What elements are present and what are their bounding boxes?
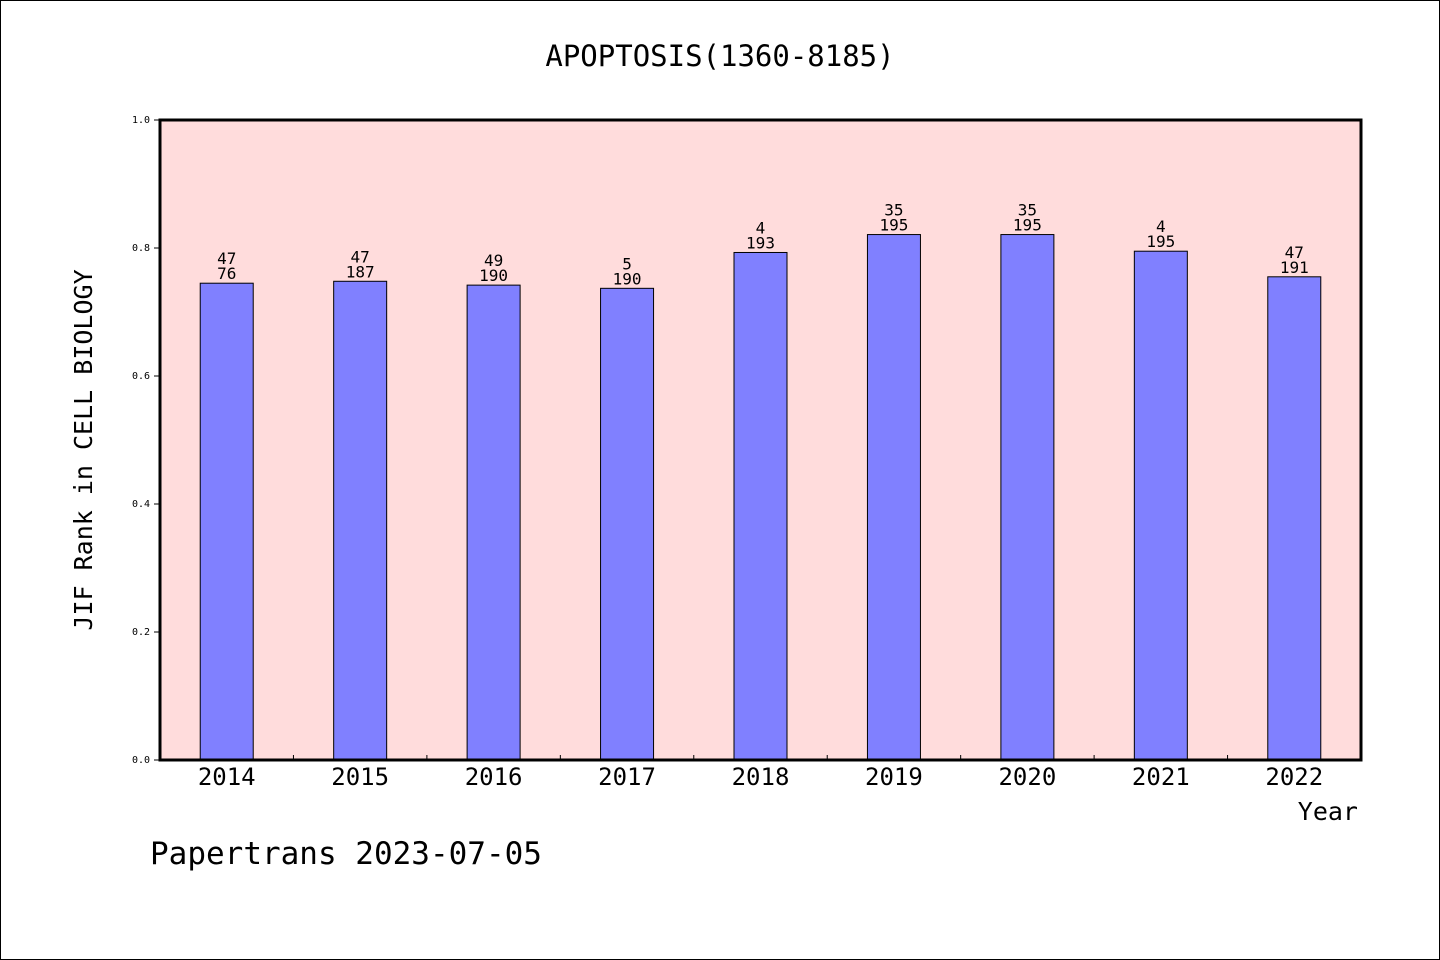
bar-label-bottom-2021: 195	[1146, 232, 1175, 251]
chart-title: APOPTOSIS(1360-8185)	[545, 39, 894, 73]
x-tick-label-2017: 2017	[598, 763, 656, 791]
bar-label-top-2020: 35	[1018, 201, 1037, 220]
x-tick-label-2021: 2021	[1132, 763, 1190, 791]
bar-label-bottom-2016: 190	[479, 266, 508, 285]
bar-label-bottom-2018: 193	[746, 233, 775, 252]
bar-label-top-2021: 4	[1156, 217, 1166, 236]
bar-label-bottom-2022: 191	[1280, 258, 1309, 277]
bar-label-bottom-2019: 195	[879, 216, 908, 235]
x-tick-label-2015: 2015	[331, 763, 389, 791]
bar-label-bottom-2015: 187	[346, 262, 375, 281]
bar-2020	[1000, 234, 1055, 761]
bar-label-top-2015: 47	[351, 247, 370, 266]
y-tick-label-0.2: 0.2	[132, 627, 150, 638]
footer-credit: Papertrans 2023-07-05	[150, 836, 542, 872]
bar-2019	[866, 234, 921, 761]
x-tick-label-2022: 2022	[1265, 763, 1323, 791]
bar-2022	[1267, 276, 1322, 761]
bars-group	[199, 234, 1322, 761]
x-axis-label: Year	[1298, 797, 1358, 826]
bar-label-top-2019: 35	[884, 201, 903, 220]
x-tick-label-2020: 2020	[998, 763, 1056, 791]
y-axis-label: JIF Rank in CELL BIOLOGY	[69, 269, 98, 630]
x-tick-label-2018: 2018	[732, 763, 790, 791]
x-tick-label-2014: 2014	[198, 763, 256, 791]
plot-border	[158, 118, 1363, 762]
bar-label-top-2016: 49	[484, 251, 503, 270]
bar-2015	[333, 280, 388, 761]
x-tick-label-2019: 2019	[865, 763, 923, 791]
bar-label-top-2018: 4	[756, 218, 766, 237]
y-ticks-group: 0.0 0.2 0.4 0.6 0.8 1.0	[132, 115, 160, 766]
bar-2016	[466, 284, 521, 761]
bar-label-bottom-2017: 190	[613, 269, 642, 288]
y-tick-label-0.4: 0.4	[132, 499, 150, 510]
y-tick-label-0.0: 0.0	[132, 755, 150, 766]
bar-label-top-2022: 47	[1285, 243, 1304, 262]
bar-2017	[600, 287, 655, 761]
x-ticks-group: 2014 2015 2016 2017 2018 2019 2020 2021 2022	[198, 755, 1323, 791]
bar-label-bottom-2020: 195	[1013, 216, 1042, 235]
y-tick-label-1.0: 1.0	[132, 115, 150, 126]
bar-2014	[199, 282, 254, 761]
x-tick-label-2016: 2016	[465, 763, 523, 791]
y-tick-label-0.8: 0.8	[132, 243, 150, 254]
y-tick-label-0.6: 0.6	[132, 371, 150, 382]
bar-2018	[733, 251, 788, 761]
bar-label-top-2017: 5	[622, 254, 632, 273]
bar-2021	[1133, 250, 1188, 761]
bar-label-bottom-2014: 76	[217, 264, 236, 283]
bar-label-top-2014: 47	[217, 249, 236, 268]
